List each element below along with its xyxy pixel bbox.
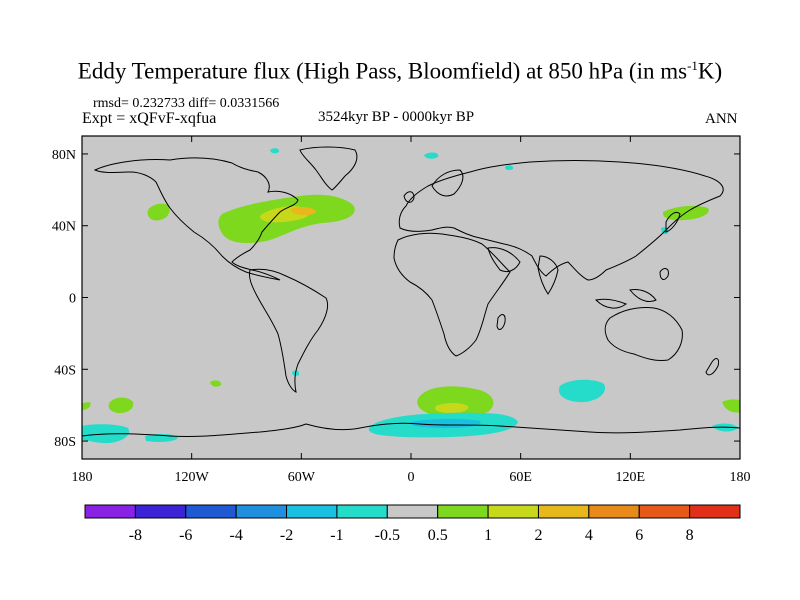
coast-se-asia: [594, 268, 669, 309]
coast-eurasia: [398, 160, 724, 281]
colorbar-label: -1: [330, 527, 343, 544]
field-arctic-3: [505, 165, 514, 171]
stats-label: rmsd= 0.232733 diff= 0.0331566: [93, 96, 280, 111]
colorbar-label: -8: [129, 527, 142, 544]
field-north-pacific: [147, 203, 170, 221]
colorbar-swatch: [134, 504, 187, 519]
coast-south-america: [249, 268, 329, 393]
x-tick-label: 120E: [616, 470, 646, 485]
colorbar-swatch: [286, 504, 338, 519]
coast-arabia-india: [487, 247, 559, 295]
colorbar-label: -2: [280, 527, 293, 544]
colorbar-swatch: [487, 504, 539, 519]
x-tick-label: 120W: [175, 470, 210, 485]
field-north-america-peak: [290, 207, 317, 216]
title-text: Eddy Temperature flux (High Pass, Bloomf…: [77, 58, 688, 84]
colorbar-label: 0.5: [428, 527, 448, 544]
chart-title: Eddy Temperature flux (High Pass, Bloomf…: [0, 58, 800, 85]
season-label: ANN: [705, 111, 738, 127]
y-tick-label: 80S: [54, 435, 76, 450]
field-arctic-1: [270, 148, 280, 154]
x-tick-label: 180: [72, 470, 93, 485]
colorbar-label: 6: [635, 527, 643, 544]
colorbar-label: 8: [686, 527, 694, 544]
colorbar-swatch: [588, 504, 640, 519]
colorbar-swatch: [336, 504, 388, 519]
experiment-label: Expt = xQFvF-xqfua: [82, 110, 217, 127]
colorbar-swatch: [386, 504, 439, 519]
field-west-edge-green: [82, 402, 91, 410]
x-tick-label: 180: [730, 470, 751, 485]
field-south-atlantic-core: [435, 403, 469, 414]
y-tick-label: 80N: [52, 148, 76, 163]
x-axis-ticks: 180 120W 60W 0 60E 120E 180: [72, 136, 751, 485]
title-tail: K): [697, 58, 723, 84]
colorbar-swatch: [689, 504, 741, 519]
coast-new-zealand: [705, 358, 719, 376]
colorbar-swatch: [185, 504, 237, 519]
field-south-pacific: [108, 397, 134, 414]
field-south-indian: [558, 379, 606, 403]
coast-uk: [403, 191, 415, 203]
x-tick-label: 60E: [509, 470, 532, 485]
colorbar-swatch: [537, 504, 590, 519]
colorbar-swatch: [638, 504, 691, 519]
colorbar-label: -4: [229, 527, 242, 544]
coast-africa: [393, 232, 511, 357]
coast-scandinavia: [431, 169, 464, 197]
colorbar-swatch: [235, 504, 288, 519]
colorbar-label: 2: [534, 527, 542, 544]
coast-north-america: [93, 157, 299, 281]
coast-japan: [665, 211, 681, 233]
y-axis-ticks: 80N 40N 0 40S 80S: [52, 148, 740, 450]
period-label: 3524kyr BP - 0000kyr BP: [318, 109, 475, 125]
field-antarctic-coast-core: [409, 418, 481, 428]
x-tick-label: 60W: [288, 470, 316, 485]
colorbar-label: 1: [484, 527, 492, 544]
field-dateline-green: [722, 399, 740, 413]
x-tick-label: 0: [408, 470, 415, 485]
title-superscript: -1: [687, 58, 698, 73]
colorbar-label: -6: [179, 527, 192, 544]
colorbar-label: -0.5: [375, 527, 400, 544]
coast-antarctica: [82, 422, 740, 438]
colorbar-label: 4: [585, 527, 593, 544]
colorbar-swatch: [84, 504, 136, 519]
coast-greenland: [299, 146, 358, 191]
y-tick-label: 40N: [52, 220, 76, 235]
coastlines: [82, 146, 740, 438]
field-arctic-2: [424, 152, 439, 159]
colorbar-swatch: [437, 504, 489, 519]
y-tick-label: 0: [69, 292, 76, 307]
coast-madagascar: [496, 314, 506, 330]
plot-background: [82, 136, 740, 459]
colorbar: -8 -6 -4 -2 -1 -0.5 0.5 1 2 4 6 8: [84, 504, 741, 544]
field-south-pacific-small: [210, 380, 222, 387]
y-tick-label: 40S: [54, 363, 76, 378]
coast-australia: [604, 307, 683, 361]
